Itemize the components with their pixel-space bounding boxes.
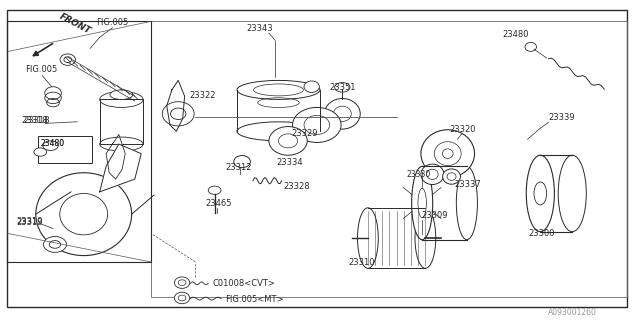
Text: 23339: 23339 [548, 113, 575, 122]
Bar [151, 21, 627, 297]
Ellipse shape [269, 126, 307, 155]
Ellipse shape [525, 43, 536, 51]
Ellipse shape [443, 169, 461, 184]
Text: 23319: 23319 [16, 218, 42, 227]
Text: FIG.005: FIG.005 [25, 65, 57, 74]
Text: FRONT: FRONT [58, 12, 93, 36]
Text: 23329: 23329 [291, 129, 318, 138]
Text: C01008<CVT>: C01008<CVT> [212, 279, 276, 288]
Text: 23343: 23343 [246, 24, 273, 33]
Ellipse shape [324, 99, 360, 129]
Text: 23480: 23480 [40, 139, 65, 148]
Ellipse shape [174, 292, 189, 304]
Ellipse shape [335, 83, 350, 92]
Text: A093001260: A093001260 [548, 308, 596, 317]
Ellipse shape [421, 130, 474, 178]
Text: FIG.005<MT>: FIG.005<MT> [225, 295, 284, 304]
Text: 23320: 23320 [450, 125, 476, 134]
Text: 23330: 23330 [406, 170, 431, 179]
Text: 23337: 23337 [454, 180, 481, 189]
Text: 23465: 23465 [205, 199, 232, 208]
Text: 23310: 23310 [349, 258, 375, 267]
Text: 23309: 23309 [421, 211, 447, 220]
Ellipse shape [234, 156, 250, 168]
Text: 23480: 23480 [40, 139, 65, 148]
Text: 23480: 23480 [502, 30, 529, 39]
Text: 23322: 23322 [189, 91, 216, 100]
Polygon shape [100, 144, 141, 192]
Ellipse shape [208, 186, 221, 195]
Text: 23334: 23334 [276, 158, 303, 167]
Ellipse shape [304, 81, 319, 92]
Text: 23318: 23318 [23, 116, 50, 125]
Ellipse shape [421, 164, 444, 185]
Bar [38, 136, 92, 163]
Ellipse shape [44, 236, 67, 252]
Bar [100, 100, 143, 144]
Ellipse shape [110, 90, 133, 100]
Text: 23351: 23351 [329, 83, 356, 92]
Ellipse shape [292, 108, 341, 142]
Ellipse shape [358, 208, 378, 268]
Text: 23328: 23328 [284, 182, 310, 191]
Bar [7, 21, 151, 262]
Text: 23300: 23300 [529, 228, 556, 237]
Ellipse shape [36, 173, 132, 256]
Ellipse shape [412, 166, 433, 240]
Text: 23318: 23318 [21, 116, 48, 125]
Text: 23312: 23312 [225, 163, 252, 172]
Ellipse shape [34, 148, 47, 156]
Ellipse shape [526, 155, 554, 232]
Text: FIG.005: FIG.005 [97, 18, 129, 27]
Ellipse shape [174, 277, 189, 288]
Ellipse shape [237, 80, 320, 100]
Text: 23319: 23319 [16, 217, 42, 226]
Ellipse shape [43, 141, 58, 150]
